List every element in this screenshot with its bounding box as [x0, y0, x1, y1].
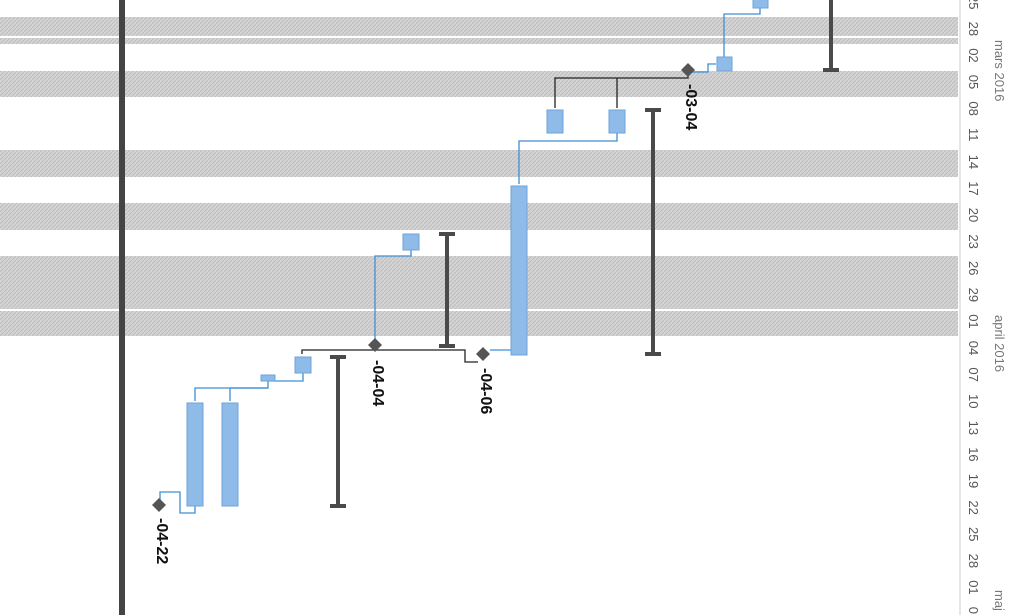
date-label: 25 [966, 0, 981, 9]
date-label: 25 [966, 527, 981, 541]
date-label: 16 [966, 447, 981, 461]
summary-bars [330, 0, 839, 508]
date-label: 20 [966, 208, 981, 222]
month-label: april 2016 [992, 315, 1007, 372]
date-label: 19 [966, 474, 981, 488]
date-label: 05 [966, 75, 981, 89]
date-label: 07 [966, 367, 981, 381]
milestone-label: -04-06 [477, 368, 494, 414]
date-label: 02 [966, 48, 981, 62]
date-label: 01 [966, 314, 981, 328]
milestone-label: -04-04 [369, 360, 386, 406]
date-label: 28 [966, 554, 981, 568]
nonworking-bands [0, 17, 958, 336]
date-label: 04 [966, 341, 981, 355]
date-label: 23 [966, 234, 981, 248]
date-label: 22 [966, 500, 981, 514]
date-label: 17 [966, 181, 981, 195]
links [159, 8, 761, 514]
today-line [119, 0, 125, 615]
date-label: 10 [966, 394, 981, 408]
date-label: 08 [966, 101, 981, 115]
milestone-label: -04-22 [153, 518, 170, 564]
date-label: 0 [966, 607, 981, 614]
date-label: 29 [966, 288, 981, 302]
date-label: 26 [966, 261, 981, 275]
milestone-diamonds [152, 63, 695, 512]
date-label: 11 [966, 128, 981, 142]
date-label: 28 [966, 22, 981, 36]
date-label: 14 [966, 155, 981, 169]
tasks [186, 0, 769, 507]
month-label: mars 2016 [992, 40, 1007, 101]
date-label: 01 [966, 580, 981, 594]
milestone-label: -03-04 [682, 84, 699, 130]
date-label: 13 [966, 421, 981, 435]
month-label: maj 20 [992, 590, 1007, 615]
